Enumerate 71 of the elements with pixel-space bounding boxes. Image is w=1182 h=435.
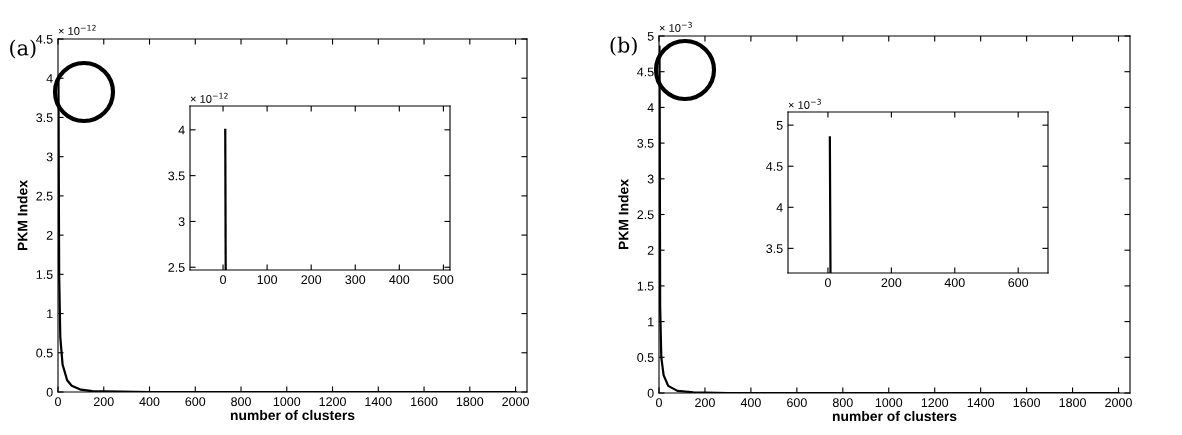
x-tick-label: 0 bbox=[55, 397, 61, 407]
y-tick-label: 1 bbox=[648, 317, 654, 327]
x-tick-label: 0 bbox=[220, 275, 227, 285]
x-axis-title: number of clusters bbox=[832, 410, 957, 422]
x-tick-label: 200 bbox=[881, 278, 902, 288]
x-tick-label: 800 bbox=[832, 398, 853, 408]
x-tick-label: 1200 bbox=[319, 397, 346, 407]
chart-title: (b) bbox=[610, 36, 637, 56]
x-tick-label: 300 bbox=[345, 275, 366, 285]
y-tick-label: 0 bbox=[46, 387, 53, 397]
y-tick-label: 0.5 bbox=[36, 348, 53, 358]
y-tick-label: 3.5 bbox=[766, 244, 783, 254]
y-tick-label: 4 bbox=[178, 125, 185, 135]
x-tick-label: 400 bbox=[944, 278, 965, 288]
y-tick-label: 3 bbox=[178, 217, 185, 227]
x-tick-label: 600 bbox=[1008, 278, 1029, 288]
y-tick-label: 1.5 bbox=[637, 281, 654, 291]
y-tick-label: 4 bbox=[647, 103, 654, 112]
y-tick-label: 0.5 bbox=[637, 353, 654, 362]
y-tick-label: 5 bbox=[647, 31, 654, 41]
x-axis-title: number of clusters bbox=[230, 409, 355, 421]
chart-title: (a) bbox=[10, 39, 36, 59]
y-tick-label: 4.5 bbox=[637, 67, 654, 77]
annotation: × 10$^{−12}$ bbox=[190, 92, 228, 103]
x-tick-label: 0 bbox=[824, 278, 831, 288]
annotation: × 10$^{−3}$ bbox=[788, 98, 821, 109]
y-axis-title: PKM Index bbox=[17, 180, 28, 251]
x-tick-label: 200 bbox=[301, 275, 322, 285]
x-tick-label: 1000 bbox=[273, 397, 301, 407]
y-tick-label: 4 bbox=[46, 74, 53, 83]
x-tick-label: 2000 bbox=[502, 397, 529, 407]
text: × 10$^{−12}$ bbox=[58, 24, 96, 35]
x-tick-label: 1600 bbox=[1013, 398, 1041, 408]
x-tick-label: 200 bbox=[93, 397, 114, 407]
x-tick-label: 1200 bbox=[921, 398, 949, 408]
x-tick-label: 400 bbox=[389, 275, 410, 285]
x-tick-label: 600 bbox=[185, 397, 206, 407]
x-tick-label: 200 bbox=[695, 398, 715, 408]
y-tick-label: 2 bbox=[647, 246, 654, 255]
y-tick-label: 1.5 bbox=[36, 270, 53, 279]
y-tick-label: 4.5 bbox=[766, 162, 783, 171]
y-tick-label: 1 bbox=[47, 309, 53, 319]
y-axis-title: PKM Index bbox=[618, 179, 629, 250]
y-tick-label: 2 bbox=[46, 230, 53, 240]
y-tick-label: 3 bbox=[647, 174, 654, 184]
y-tick-label: 3 bbox=[46, 152, 53, 162]
x-tick-label: 1000 bbox=[875, 398, 903, 408]
y-tick-label: 2.5 bbox=[36, 191, 53, 201]
x-tick-label: 1800 bbox=[456, 397, 484, 407]
text: × 10$^{−3}$ bbox=[659, 21, 692, 32]
x-tick-label: 500 bbox=[433, 275, 454, 285]
y-tick-label: 4.5 bbox=[36, 34, 53, 44]
x-tick-label: 1600 bbox=[411, 397, 438, 407]
x-tick-label: 400 bbox=[740, 398, 761, 408]
y-tick-label: 3.5 bbox=[168, 171, 185, 181]
y-tick-label: 5 bbox=[776, 121, 783, 130]
x-tick-label: 2000 bbox=[1105, 398, 1132, 408]
x-tick-label: 1400 bbox=[365, 397, 392, 407]
x-tick-label: 600 bbox=[787, 398, 807, 408]
y-tick-label: 2.5 bbox=[637, 210, 654, 220]
x-tick-label: 100 bbox=[257, 275, 278, 285]
y-tick-label: 4 bbox=[776, 203, 783, 212]
x-tick-label: 800 bbox=[231, 397, 251, 407]
y-tick-label: 2.5 bbox=[168, 263, 185, 272]
y-tick-label: 3.5 bbox=[637, 138, 654, 148]
y-tick-label: 3.5 bbox=[36, 113, 53, 123]
x-tick-label: 400 bbox=[139, 397, 160, 407]
y-tick-label: 0 bbox=[647, 388, 654, 398]
x-tick-label: 0 bbox=[656, 398, 662, 408]
x-tick-label: 1800 bbox=[1059, 398, 1086, 408]
x-tick-label: 1400 bbox=[967, 398, 995, 408]
